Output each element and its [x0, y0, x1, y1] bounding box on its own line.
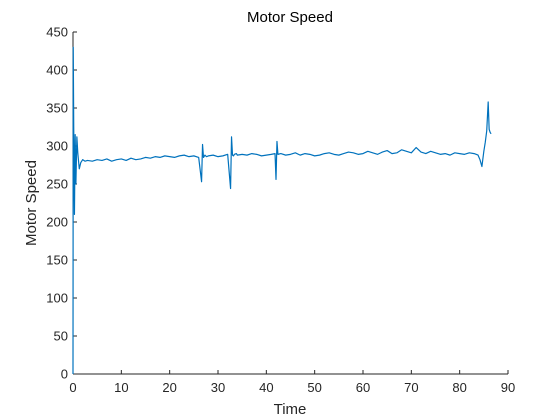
y-axis-label: Motor Speed	[23, 160, 40, 246]
y-tick-label: 150	[46, 253, 68, 268]
y-tick-label: 0	[61, 367, 68, 382]
x-tick-label: 80	[452, 380, 466, 395]
chart-title: Motor Speed	[247, 9, 333, 26]
y-tick-label: 300	[46, 139, 68, 154]
y-tick-label: 400	[46, 63, 68, 78]
series-line-0	[72, 46, 492, 375]
x-tick-label: 30	[211, 380, 225, 395]
x-tick-label: 70	[404, 380, 418, 395]
y-tick-label: 100	[46, 291, 68, 306]
x-tick-label: 0	[69, 380, 76, 395]
x-tick-label: 40	[259, 380, 273, 395]
x-tick-label: 50	[307, 380, 321, 395]
x-tick-label: 60	[356, 380, 370, 395]
y-tick-label: 250	[46, 177, 68, 192]
y-tick-label: 450	[46, 25, 68, 40]
y-tick-label: 200	[46, 215, 68, 230]
axes	[72, 32, 508, 375]
x-axis-label: Time	[274, 401, 307, 418]
x-tick-label: 20	[162, 380, 176, 395]
x-tick-label: 90	[501, 380, 515, 395]
series-group	[72, 46, 492, 375]
y-tick-label: 350	[46, 101, 68, 116]
y-tick-label: 50	[54, 329, 68, 344]
x-tick-label: 10	[114, 380, 128, 395]
ticks: 0 10 20 30 40 50 60 70 80 90 0 50 100 150 200 250 300 350…	[46, 25, 515, 396]
